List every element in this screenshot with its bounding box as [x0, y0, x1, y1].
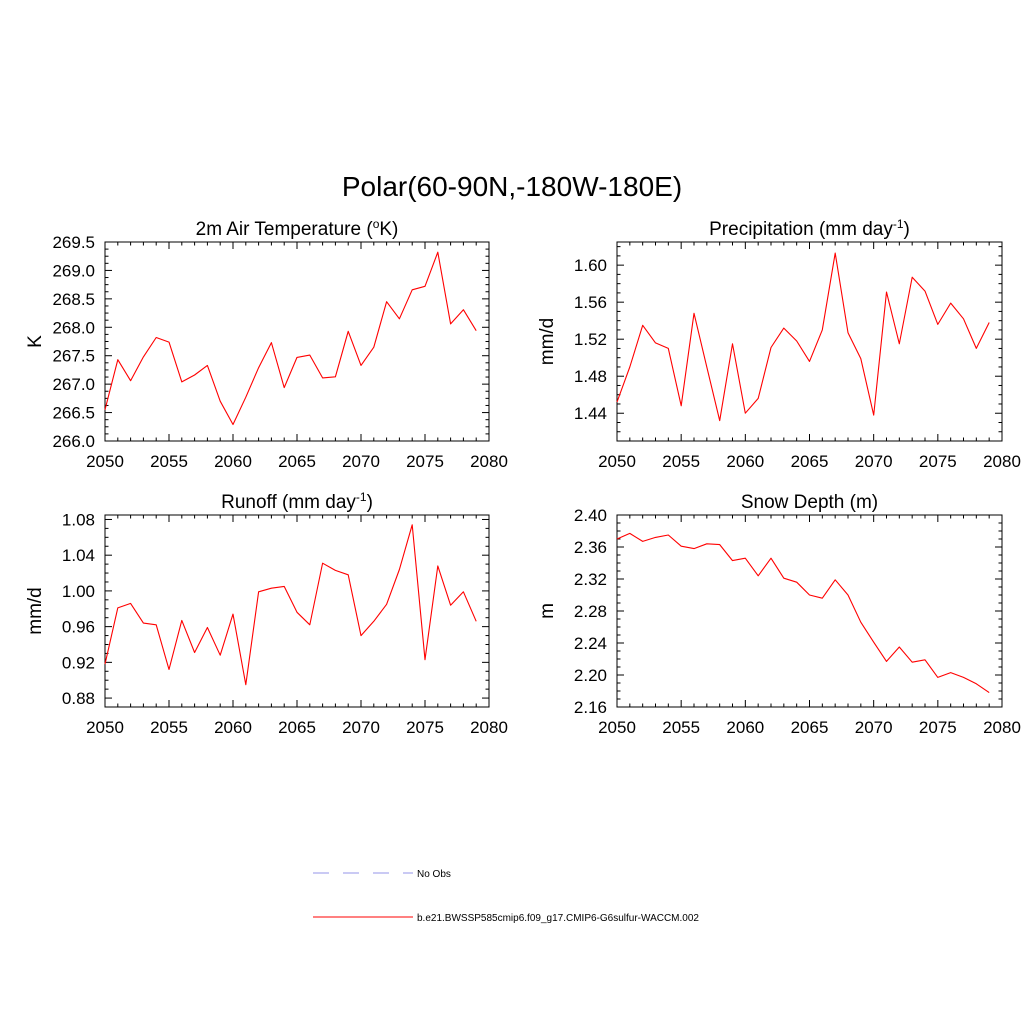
- plot-frame: [616, 241, 1003, 442]
- x-tick-label: 2055: [150, 452, 188, 471]
- panel-title-superscript: -1: [893, 217, 904, 231]
- x-tick-label: 2060: [214, 452, 252, 471]
- plot-frame: [616, 514, 1003, 708]
- x-tick-label: 2050: [598, 452, 636, 471]
- y-tick-label: 1.00: [62, 582, 95, 601]
- panel-title: Runoff (mm day-1): [221, 490, 373, 513]
- panel-title-main: Snow Depth (m): [741, 492, 878, 513]
- panel-title-tail: ): [367, 492, 373, 513]
- x-tick-label: 2070: [342, 452, 380, 471]
- y-tick-label: 0.88: [62, 689, 95, 708]
- series-line: [104, 524, 477, 686]
- y-tick-label: 268.5: [52, 290, 95, 309]
- x-tick-label: 2050: [86, 718, 124, 737]
- panel-title-superscript: -1: [356, 490, 367, 504]
- y-tick-label: 1.08: [62, 510, 95, 529]
- x-tick-label: 2065: [791, 452, 829, 471]
- panel-2: 2050 2055 2060 2065 2070 2075 2080 1.44 1.48 1.52…: [537, 217, 1021, 471]
- x-tick-label: 2060: [214, 718, 252, 737]
- y-tick-label: 1.04: [62, 546, 95, 565]
- y-tick-label: 2.32: [574, 570, 607, 589]
- legend: No Obs b.e21.BWSSP585cmip6.f09_g17.CMIP6…: [313, 869, 699, 924]
- x-tick-label: 2075: [919, 452, 957, 471]
- y-axis-label: K: [25, 335, 46, 348]
- panel-title-tail: ): [904, 219, 910, 240]
- y-tick-label: 266.5: [52, 404, 95, 423]
- x-tick-label: 2075: [919, 718, 957, 737]
- panel-title-superscript: o: [373, 217, 380, 231]
- series-line: [104, 251, 477, 426]
- y-tick-label: 1.44: [574, 404, 607, 423]
- y-tick-label: 2.36: [574, 538, 607, 557]
- panels-group: 2050 2055 2060 2065 2070 2075 2080 266.0 266.5 26…: [25, 217, 1021, 737]
- legend-label-model: b.e21.BWSSP585cmip6.f09_g17.CMIP6-G6sulf…: [417, 913, 699, 924]
- y-axis-label: mm/d: [25, 587, 46, 635]
- y-tick-label: 1.48: [574, 367, 607, 386]
- panel-title: Snow Depth (m): [741, 492, 878, 513]
- y-tick-label: 1.52: [574, 330, 607, 349]
- x-tick-label: 2055: [662, 718, 700, 737]
- y-axis-label: m: [537, 603, 558, 619]
- y-tick-label: 267.0: [52, 375, 95, 394]
- y-tick-label: 269.0: [52, 261, 95, 280]
- panel-1: 2050 2055 2060 2065 2070 2075 2080 266.0 266.5 26…: [25, 217, 508, 471]
- series-line: [616, 532, 990, 694]
- figure-title: Polar(60-90N,-180W-180E): [342, 171, 682, 202]
- x-tick-label: 2050: [86, 452, 124, 471]
- panel-title-main: Precipitation (mm day: [709, 219, 893, 240]
- y-tick-label: 1.60: [574, 256, 607, 275]
- series-line: [616, 252, 990, 422]
- y-tick-label: 268.0: [52, 318, 95, 337]
- x-tick-label: 2065: [791, 718, 829, 737]
- y-tick-label: 2.40: [574, 506, 607, 525]
- x-tick-label: 2070: [855, 452, 893, 471]
- x-tick-label: 2060: [726, 718, 764, 737]
- x-tick-label: 2080: [470, 452, 508, 471]
- x-tick-label: 2075: [406, 718, 444, 737]
- x-tick-label: 2055: [662, 452, 700, 471]
- x-tick-label: 2070: [342, 718, 380, 737]
- panel-title-tail: K): [379, 219, 398, 240]
- y-tick-label: 269.5: [52, 233, 95, 252]
- y-tick-label: 0.96: [62, 618, 95, 637]
- y-tick-label: 266.0: [52, 432, 95, 451]
- plot-frame: [104, 241, 490, 442]
- y-tick-label: 267.5: [52, 347, 95, 366]
- y-tick-label: 0.92: [62, 653, 95, 672]
- x-tick-label: 2050: [598, 718, 636, 737]
- y-tick-label: 2.24: [574, 634, 607, 653]
- panel-title-main: Runoff (mm day: [221, 492, 356, 513]
- x-tick-label: 2060: [726, 452, 764, 471]
- y-tick-label: 2.16: [574, 698, 607, 717]
- x-tick-label: 2055: [150, 718, 188, 737]
- legend-label-no-obs: No Obs: [417, 869, 451, 880]
- panel-title-main: 2m Air Temperature (: [196, 219, 374, 240]
- x-tick-label: 2080: [470, 718, 508, 737]
- panel-3: 2050 2055 2060 2065 2070 2075 2080 0.88 0.92 0.96…: [25, 490, 508, 737]
- y-tick-label: 1.56: [574, 293, 607, 312]
- x-tick-label: 2080: [983, 718, 1021, 737]
- panel-4: 2050 2055 2060 2065 2070 2075 2080 2.16 2.20 2.24…: [537, 492, 1021, 737]
- panel-title: Precipitation (mm day-1): [709, 217, 910, 240]
- y-axis-label: mm/d: [537, 318, 558, 366]
- panel-title: 2m Air Temperature (oK): [196, 217, 399, 240]
- x-tick-label: 2070: [855, 718, 893, 737]
- x-tick-label: 2080: [983, 452, 1021, 471]
- x-tick-label: 2075: [406, 452, 444, 471]
- x-tick-label: 2065: [278, 718, 316, 737]
- y-tick-label: 2.20: [574, 666, 607, 685]
- x-tick-label: 2065: [278, 452, 316, 471]
- y-tick-label: 2.28: [574, 602, 607, 621]
